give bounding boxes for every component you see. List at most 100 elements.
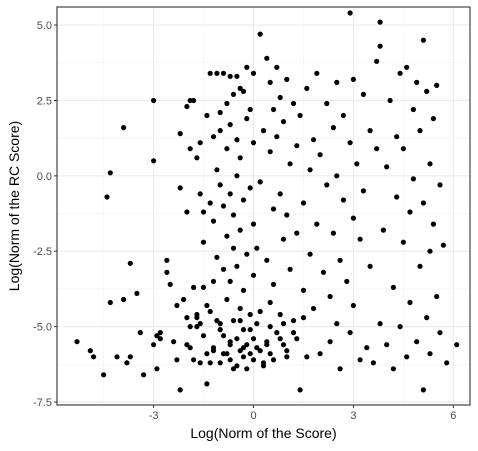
data-point	[314, 71, 319, 76]
data-point	[241, 288, 246, 293]
data-point	[88, 348, 93, 353]
data-point	[238, 306, 243, 311]
y-axis: -7.5-5.0-2.50.02.55.0	[33, 20, 57, 409]
x-tick-label: -3	[149, 410, 159, 422]
y-tick-label: -2.5	[33, 246, 52, 258]
data-point	[311, 137, 316, 142]
data-point	[298, 113, 303, 118]
data-point	[421, 38, 426, 43]
data-point	[108, 170, 113, 175]
data-point	[214, 255, 219, 260]
data-point	[338, 258, 343, 263]
data-point	[441, 243, 446, 248]
data-point	[254, 246, 259, 251]
data-point	[258, 348, 263, 353]
data-point	[248, 107, 253, 112]
data-point	[334, 321, 339, 326]
data-point	[427, 161, 432, 166]
data-point	[178, 131, 183, 136]
y-tick-label: 5.0	[37, 20, 52, 32]
data-point	[224, 101, 229, 106]
data-point	[158, 330, 163, 335]
data-point	[421, 200, 426, 205]
data-point	[128, 261, 133, 266]
data-point	[198, 321, 203, 326]
data-point	[324, 182, 329, 187]
data-point	[208, 360, 213, 365]
data-point	[268, 324, 273, 329]
data-point	[151, 342, 156, 347]
data-point	[204, 351, 209, 356]
data-point	[248, 351, 253, 356]
data-point	[404, 354, 409, 359]
data-point	[437, 182, 442, 187]
data-point	[358, 237, 363, 242]
data-point	[208, 71, 213, 76]
data-point	[174, 303, 179, 308]
data-point	[184, 209, 189, 214]
data-point	[268, 80, 273, 85]
data-point	[241, 345, 246, 350]
data-point	[181, 297, 186, 302]
data-point	[437, 330, 442, 335]
x-axis: -3 0 3 6	[149, 405, 457, 422]
data-point	[228, 339, 233, 344]
x-tick-label: 6	[450, 410, 456, 422]
y-tick-label: 0.0	[37, 171, 52, 183]
data-point	[228, 122, 233, 127]
data-point	[401, 240, 406, 245]
data-point	[151, 158, 156, 163]
data-point	[188, 345, 193, 350]
data-point	[211, 134, 216, 139]
y-tick-label: 2.5	[37, 95, 52, 107]
data-point	[108, 300, 113, 305]
data-point	[218, 321, 223, 326]
data-point	[201, 285, 206, 290]
data-point	[191, 98, 196, 103]
data-point	[158, 336, 163, 341]
data-point	[261, 128, 266, 133]
data-point	[381, 228, 386, 233]
data-point	[324, 101, 329, 106]
data-point	[284, 212, 289, 217]
x-tick-label: 3	[350, 410, 356, 422]
data-point	[231, 318, 236, 323]
data-point	[251, 71, 256, 76]
data-point	[194, 312, 199, 317]
y-tick-label: -5.0	[33, 322, 52, 334]
data-point	[308, 252, 313, 257]
x-tick-label: 0	[250, 410, 256, 422]
data-point	[251, 273, 256, 278]
data-point	[234, 336, 239, 341]
data-point	[224, 297, 229, 302]
data-point	[398, 324, 403, 329]
data-point	[221, 71, 226, 76]
data-point	[114, 354, 119, 359]
data-point	[374, 59, 379, 64]
data-point	[261, 360, 266, 365]
data-point	[214, 71, 219, 76]
data-point	[398, 71, 403, 76]
data-point	[228, 191, 233, 196]
data-point	[244, 65, 249, 70]
data-point	[331, 125, 336, 130]
data-point	[251, 140, 256, 145]
data-point	[101, 372, 106, 377]
data-point	[281, 321, 286, 326]
data-point	[358, 357, 363, 362]
data-point	[294, 336, 299, 341]
data-point	[154, 366, 159, 371]
data-point	[298, 387, 303, 392]
data-point	[224, 146, 229, 151]
data-point	[121, 297, 126, 302]
data-point	[251, 336, 256, 341]
data-point	[304, 86, 309, 91]
data-point	[264, 56, 269, 61]
data-point	[228, 279, 233, 284]
data-point	[268, 149, 273, 154]
y-axis-title: Log(Norm of the RC Score)	[6, 121, 22, 291]
data-point	[454, 342, 459, 347]
data-point	[361, 188, 366, 193]
data-point	[191, 357, 196, 362]
data-point	[238, 318, 243, 323]
